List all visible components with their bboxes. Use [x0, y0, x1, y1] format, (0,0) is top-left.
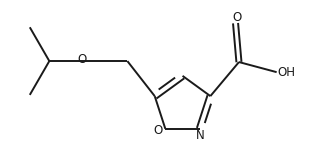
Text: O: O: [154, 124, 163, 138]
Text: O: O: [232, 11, 241, 24]
Text: N: N: [196, 129, 204, 142]
Text: O: O: [77, 54, 86, 66]
Text: OH: OH: [277, 66, 295, 79]
